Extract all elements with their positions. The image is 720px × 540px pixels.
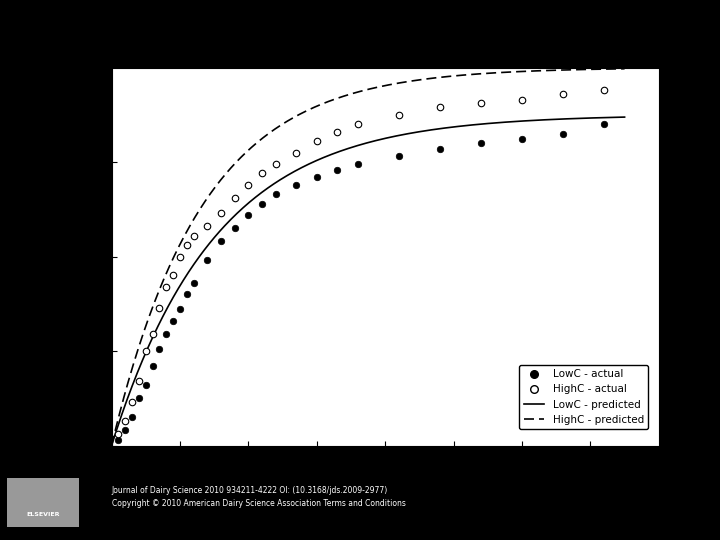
Point [516, 135, 528, 144]
Point [202, 222, 213, 231]
Point [215, 208, 227, 217]
Point [393, 110, 405, 119]
Legend: LowC - actual, HighC - actual, LowC - predicted, HighC - predicted: LowC - actual, HighC - actual, LowC - pr… [519, 365, 648, 429]
Point [229, 193, 240, 202]
Point [174, 305, 186, 314]
Point [598, 120, 610, 129]
Point [161, 282, 172, 291]
Point [270, 190, 282, 198]
Point [434, 103, 446, 112]
Point [557, 129, 569, 138]
Point [154, 303, 166, 312]
Point [161, 329, 172, 338]
Point [147, 329, 158, 338]
Point [127, 413, 138, 421]
Point [311, 173, 323, 181]
Point [256, 169, 268, 178]
Point [174, 252, 186, 261]
Point [352, 120, 364, 129]
Point [112, 430, 125, 438]
Point [243, 180, 254, 189]
Point [332, 165, 343, 174]
Point [133, 377, 145, 386]
Point [475, 139, 487, 147]
Point [112, 435, 125, 444]
Point [243, 211, 254, 219]
Text: Journal of Dairy Science 2010 934211-4222 OI: (10.3168/jds.2009-2977): Journal of Dairy Science 2010 934211-422… [112, 486, 388, 495]
Point [147, 362, 158, 370]
Point [120, 417, 131, 426]
Point [154, 345, 166, 354]
Point [256, 199, 268, 208]
Point [332, 127, 343, 136]
X-axis label: Time after ¹⁵N dose, h: Time after ¹⁵N dose, h [316, 469, 454, 482]
Point [393, 152, 405, 160]
Point [516, 95, 528, 104]
Text: ELSEVIER: ELSEVIER [27, 512, 60, 517]
Point [229, 224, 240, 232]
Text: Copyright © 2010 American Dairy Science Association Terms and Conditions: Copyright © 2010 American Dairy Science … [112, 500, 405, 509]
Point [311, 137, 323, 145]
Point [167, 316, 179, 325]
Point [598, 86, 610, 94]
Point [290, 148, 302, 157]
Point [434, 144, 446, 153]
Point [290, 180, 302, 189]
Point [202, 256, 213, 265]
Point [181, 290, 193, 299]
Y-axis label: Cumulative ¹⁵N secretion, % of ¹⁵N dosed: Cumulative ¹⁵N secretion, % of ¹⁵N dosed [72, 135, 85, 378]
Point [215, 237, 227, 246]
Text: Figure 6: Figure 6 [332, 14, 388, 28]
Point [120, 426, 131, 435]
Point [475, 99, 487, 107]
Point [188, 279, 199, 287]
Point [127, 397, 138, 406]
Point [557, 90, 569, 98]
Point [270, 160, 282, 168]
Point [188, 231, 199, 240]
Point [167, 271, 179, 280]
Point [352, 160, 364, 168]
Point [181, 241, 193, 249]
Point [133, 394, 145, 403]
Point [140, 347, 152, 355]
Point [140, 381, 152, 389]
